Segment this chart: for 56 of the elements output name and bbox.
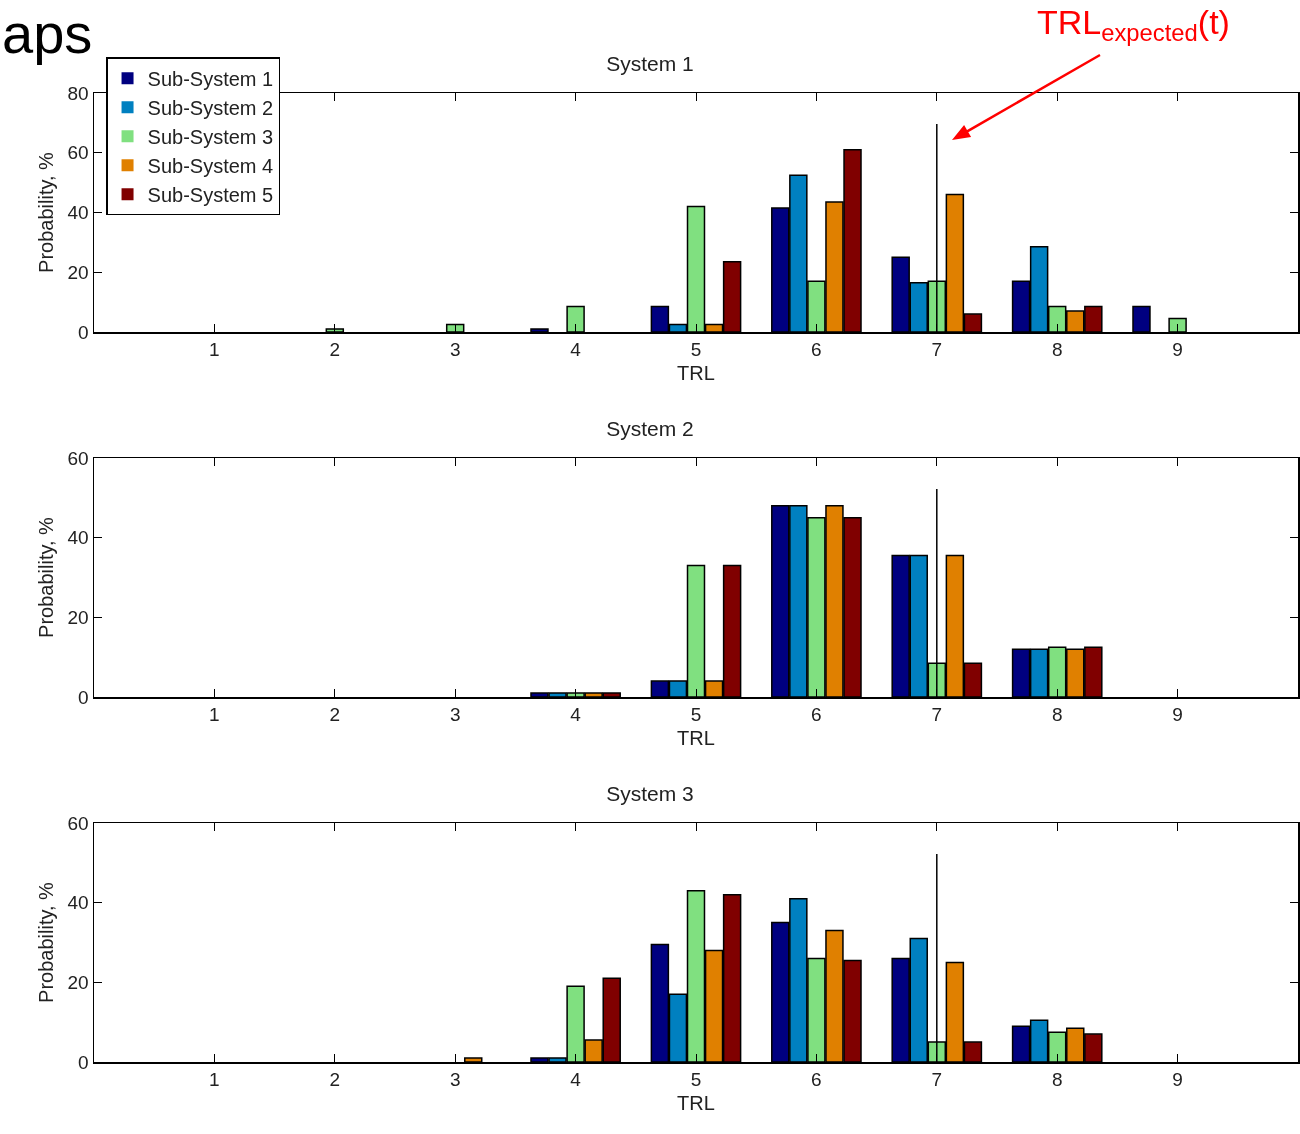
x-tick-label: 5 <box>690 339 702 361</box>
x-tick-label: 2 <box>329 1069 341 1091</box>
y-tick-label: 0 <box>78 321 89 343</box>
y-tick-label: 80 <box>67 82 89 104</box>
x-tick-label: 1 <box>209 339 220 361</box>
x-axis-title: TRL <box>677 1091 715 1114</box>
x-axis-title: TRL <box>677 726 715 749</box>
y-tick-label: 20 <box>67 606 89 628</box>
chart-title: System 3 <box>606 782 694 806</box>
x-tick-label: 6 <box>811 704 822 726</box>
y-axis-title: Probability, % <box>35 516 58 638</box>
text: TRL$_{expected}$(t) <box>1037 3 1230 47</box>
x-tick-label: 4 <box>570 1069 582 1091</box>
y-axis-title: Probability, % <box>35 881 58 1003</box>
y-tick-label: 0 <box>78 1051 89 1073</box>
y-tick-label: 40 <box>67 892 89 914</box>
chart-title: System 1 <box>606 52 694 76</box>
x-tick-label: 2 <box>329 704 341 726</box>
x-tick-label: 9 <box>1172 1069 1183 1091</box>
chart-title: System 2 <box>606 417 694 441</box>
y-tick-label: 60 <box>67 142 89 164</box>
legend-label: Sub-System 5 <box>147 183 274 206</box>
y-tick-label: 20 <box>67 261 89 283</box>
x-tick-label: 9 <box>1172 339 1183 361</box>
y-tick-label: 0 <box>78 686 89 708</box>
x-tick-label: 3 <box>449 339 461 361</box>
x-tick-label: 4 <box>570 339 582 361</box>
x-tick-label: 7 <box>931 1069 943 1091</box>
y-axis-title: Probability, % <box>35 151 58 273</box>
y-tick-label: 20 <box>67 971 89 993</box>
x-tick-label: 1 <box>209 704 220 726</box>
legend-label: Sub-System 2 <box>147 96 274 119</box>
y-tick-label: 40 <box>67 202 89 224</box>
x-tick-label: 1 <box>209 1069 220 1091</box>
x-tick-label: 7 <box>931 704 943 726</box>
y-tick-label: 40 <box>67 527 89 549</box>
x-tick-label: 6 <box>811 339 822 361</box>
x-tick-label: 8 <box>1051 704 1063 726</box>
x-tick-label: 5 <box>690 704 702 726</box>
x-tick-label: 3 <box>449 1069 461 1091</box>
legend-label: Sub-System 3 <box>147 125 274 148</box>
x-tick-label: 7 <box>931 339 943 361</box>
x-tick-label: 6 <box>811 1069 822 1091</box>
y-tick-label: 60 <box>67 812 89 834</box>
y-tick-label: 60 <box>67 447 89 469</box>
x-tick-label: 8 <box>1051 1069 1063 1091</box>
x-tick-label: 4 <box>570 704 582 726</box>
x-tick-label: 2 <box>329 339 341 361</box>
x-axis-title: TRL <box>677 361 715 384</box>
x-tick-label: 5 <box>690 1069 702 1091</box>
x-tick-label: 3 <box>449 704 461 726</box>
x-tick-label: 9 <box>1172 704 1183 726</box>
text: aps <box>2 2 93 65</box>
x-tick-label: 8 <box>1051 339 1063 361</box>
legend-label: Sub-System 1 <box>147 67 274 90</box>
legend-label: Sub-System 4 <box>147 154 274 177</box>
